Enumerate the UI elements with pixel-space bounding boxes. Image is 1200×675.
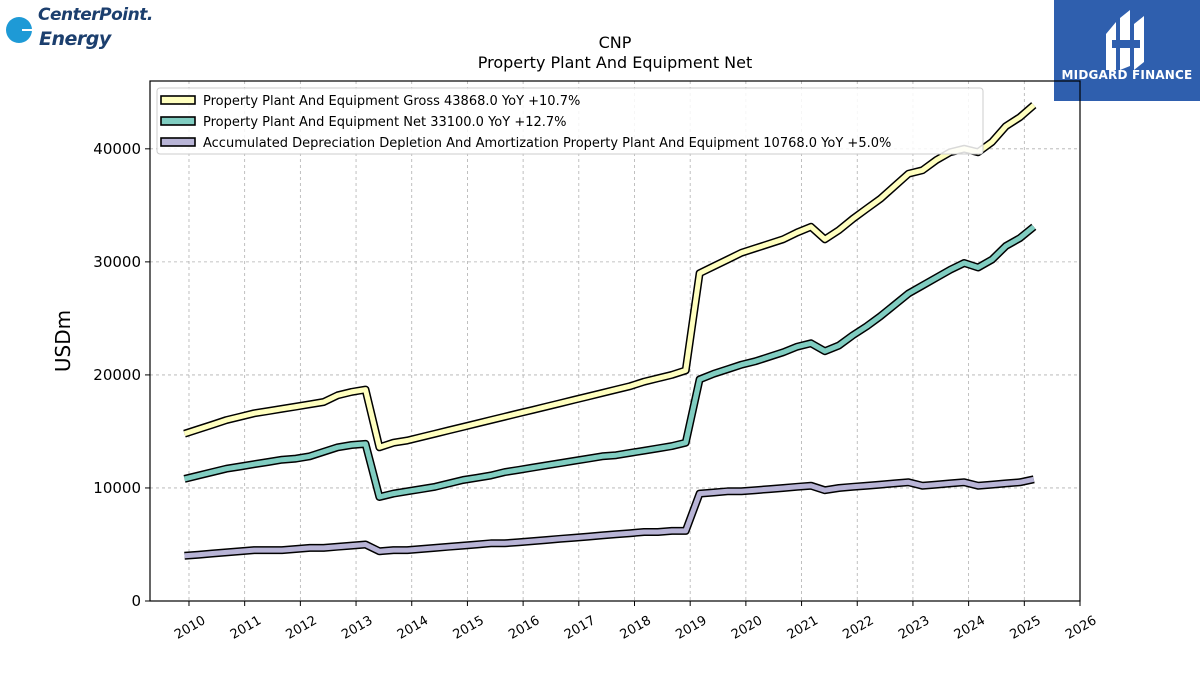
series-line (184, 476, 1035, 559)
legend-label: Accumulated Depreciation Depletion And A… (203, 136, 891, 151)
x-tick-label: 2014 (395, 613, 431, 643)
legend-frame (156, 87, 984, 155)
logo-text-line1: CenterPoint. (38, 5, 153, 25)
x-tick-label: 2024 (952, 613, 988, 643)
series-line (183, 103, 1036, 450)
x-tick-label: 2026 (1063, 613, 1099, 643)
series-0 (183, 102, 1037, 452)
y-tick-label: 20000 (93, 366, 141, 384)
x-tick-label: 2020 (729, 613, 765, 643)
midgard-logo-icon (1106, 10, 1144, 70)
y-axis-label: USDm (51, 310, 75, 372)
x-tick-label: 2017 (562, 613, 598, 643)
x-tick-label: 2015 (451, 613, 487, 643)
x-tick-label: 2013 (339, 613, 375, 643)
chart-subtitle: Property Plant And Equipment Net (478, 53, 753, 72)
legend-label: Property Plant And Equipment Gross 43868… (203, 94, 580, 109)
centerpoint-energy-logo: CenterPoint. Energy (6, 4, 153, 54)
chart-title: CNP (599, 33, 632, 52)
x-tick-label: 2011 (228, 613, 264, 643)
logo-line (22, 29, 62, 31)
series-line-outline (183, 102, 1037, 452)
badge-label: MIDGARD FINANCE (1061, 68, 1193, 82)
legend-swatch (160, 116, 196, 126)
x-tick-label: 2023 (896, 613, 932, 643)
series-2 (184, 475, 1035, 560)
x-tick-label: 2018 (618, 613, 654, 643)
plot-frame (149, 80, 1081, 602)
series-line (183, 224, 1036, 500)
legend-label: Property Plant And Equipment Net 33100.0… (203, 115, 567, 130)
legend-swatch (160, 95, 196, 105)
legend-swatch (160, 137, 196, 147)
y-tick-label: 40000 (93, 140, 141, 158)
y-tick-label: 10000 (93, 479, 141, 497)
x-tick-label: 2019 (673, 613, 709, 643)
y-tick-label: 30000 (93, 253, 141, 271)
midgard-finance-badge: MIDGARD FINANCE (1054, 0, 1200, 101)
series-layer (183, 102, 1037, 560)
logo-text-line2: Energy (39, 28, 111, 50)
series-line-outline (184, 475, 1035, 560)
x-tick-label: 2010 (172, 613, 208, 643)
y-tick-label: 0 (131, 592, 141, 610)
x-tick-label: 2025 (1007, 613, 1043, 643)
x-tick-label: 2021 (785, 613, 821, 643)
x-tick-label: 2016 (506, 613, 542, 643)
x-tick-label: 2022 (840, 613, 876, 643)
series-1 (183, 223, 1037, 501)
x-tick-label: 2012 (284, 613, 320, 643)
legend: Property Plant And Equipment Gross 43868… (156, 87, 984, 155)
